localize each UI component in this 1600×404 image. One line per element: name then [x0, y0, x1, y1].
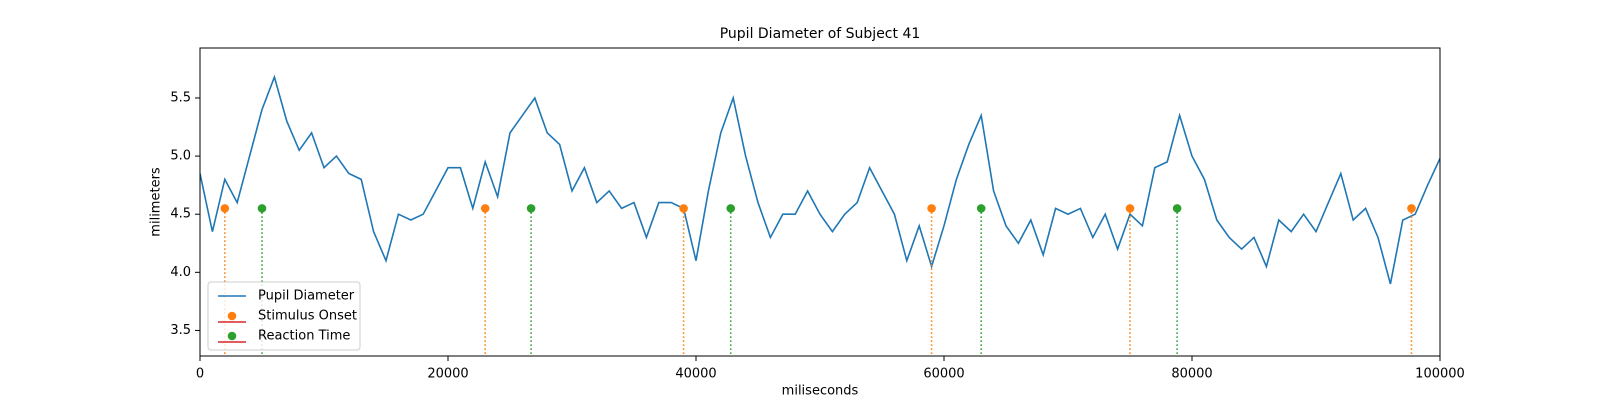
legend-box — [207, 281, 361, 351]
axes-frame — [199, 47, 1441, 357]
x-tick-label: 80000 — [1171, 367, 1212, 382]
stem-marker — [679, 204, 688, 213]
legend-label: Reaction Time — [258, 329, 350, 344]
legend-swatch — [227, 311, 237, 321]
x-axis-label: miliseconds — [782, 384, 859, 399]
x-tick-label: 40000 — [675, 367, 716, 382]
y-axis-label: milimeters — [149, 167, 164, 237]
x-tick-label: 0 — [196, 367, 204, 382]
plot-area — [200, 74, 1440, 356]
y-tick-label: 5.5 — [170, 90, 191, 105]
stem-marker — [220, 204, 230, 213]
y-tick-label: 3.5 — [170, 323, 191, 338]
y-tick-label: 4.0 — [170, 265, 191, 280]
x-tick-label: 60000 — [923, 367, 964, 382]
y-tick-label: 4.5 — [170, 207, 191, 222]
legend-label: Stimulus Onset — [258, 309, 357, 324]
x-tick-label: 100000 — [1415, 367, 1465, 382]
x-tick-label: 20000 — [427, 367, 468, 382]
stem-marker — [1407, 204, 1416, 213]
stem-marker — [976, 204, 986, 213]
pupil-line — [200, 74, 1440, 285]
stem-marker — [526, 204, 536, 213]
stem-marker — [1125, 204, 1135, 213]
stem-marker — [927, 204, 936, 213]
stem-marker — [480, 204, 490, 213]
y-tick-label: 5.0 — [170, 149, 191, 164]
legend-label: Pupil Diameter — [258, 289, 355, 304]
stem-marker — [726, 204, 736, 213]
stem-marker — [257, 204, 267, 213]
legend: Pupil Diameter Stimulus Onset Reaction Tim… — [207, 281, 361, 351]
legend-swatch — [227, 331, 237, 341]
stem-marker — [1172, 204, 1182, 213]
chart-title: Pupil Diameter of Subject 41 — [720, 26, 921, 42]
